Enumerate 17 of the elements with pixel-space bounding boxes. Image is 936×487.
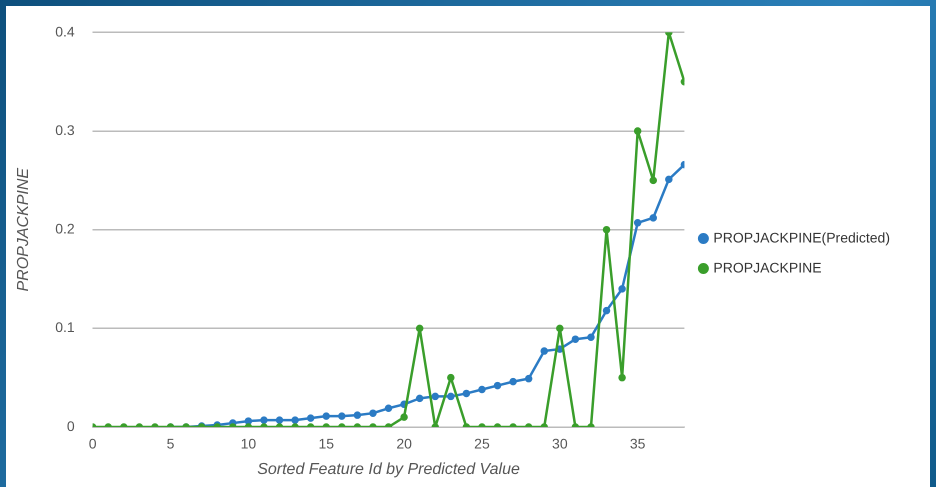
y-tick-label: 0.3 (55, 122, 75, 138)
x-tick-label: 30 (552, 435, 568, 452)
x-tick-label: 0 (88, 435, 97, 452)
y-tick-label: 0.1 (55, 319, 75, 336)
x-tick-label: 5 (166, 435, 175, 452)
legend-label: PROPJACKPINE(Predicted) (713, 229, 890, 246)
y-axis-title: PROPJACKPINE (15, 168, 32, 292)
y-tick-label: 0.2 (55, 220, 75, 237)
legend-label: PROPJACKPINE (713, 259, 822, 276)
x-tick-label: 35 (630, 435, 646, 452)
x-tick-label: 20 (396, 435, 412, 452)
x-tick-label: 15 (318, 435, 334, 452)
y-tick-label: 0.4 (55, 23, 75, 40)
y-tick-label: 0 (66, 418, 75, 434)
x-tick-label: 10 (240, 435, 256, 452)
x-axis-title: Sorted Feature Id by Predicted Value (257, 460, 520, 478)
x-tick-label: 25 (474, 435, 490, 452)
